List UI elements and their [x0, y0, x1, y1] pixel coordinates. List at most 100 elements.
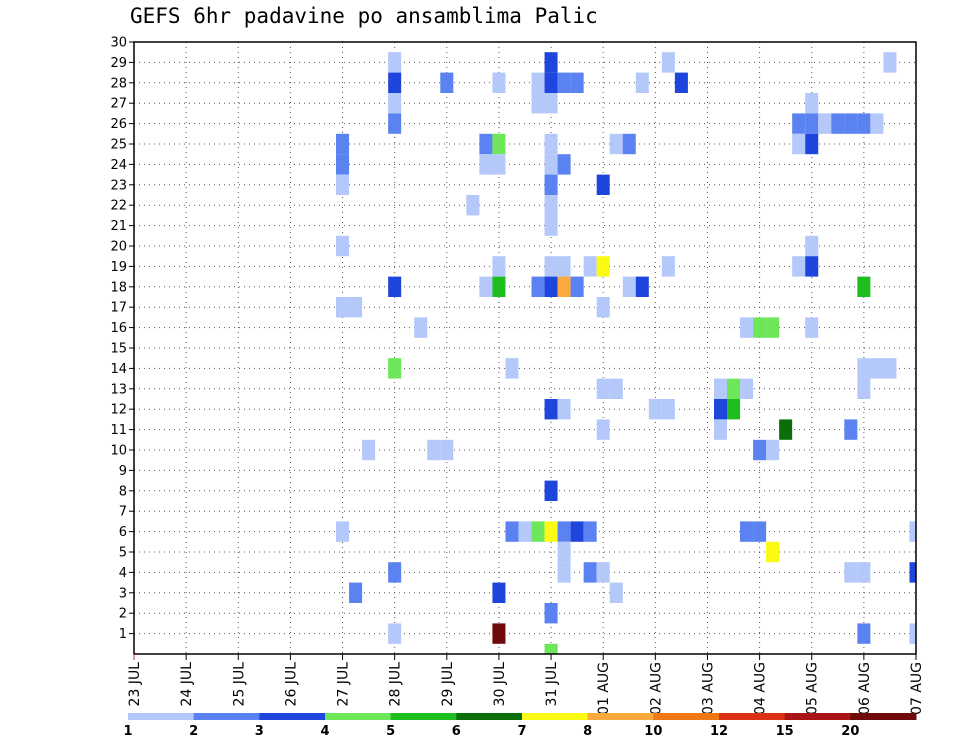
x-tick-label: 27 JUL	[336, 662, 352, 707]
heat-cell	[792, 113, 806, 134]
heat-cell	[479, 276, 493, 297]
x-tick-label: 01 AUG	[596, 662, 612, 715]
legend-label: 10	[644, 724, 662, 739]
x-tick-label: 05 AUG	[805, 662, 821, 715]
y-tick-label: 21	[110, 219, 127, 234]
heat-cell	[857, 623, 871, 644]
legend-swatch	[193, 713, 260, 720]
heat-cell	[805, 317, 819, 338]
heat-cell	[531, 521, 545, 542]
heat-cell	[805, 113, 819, 134]
legend-swatch	[719, 713, 786, 720]
heat-cell	[870, 358, 884, 379]
x-tick-label: 03 AUG	[700, 662, 716, 715]
y-tick-label: 20	[110, 240, 127, 255]
heat-cell	[557, 562, 571, 583]
heat-cell	[505, 358, 519, 379]
y-tick-label: 30	[110, 36, 127, 51]
legend-swatch	[390, 713, 457, 720]
legend-swatch	[653, 713, 720, 720]
legend-label: 5	[386, 724, 395, 739]
legend-swatch	[587, 713, 654, 720]
heat-cell	[857, 113, 871, 134]
heat-cell	[805, 133, 819, 155]
heat-cell	[414, 317, 428, 338]
heat-cell	[531, 72, 545, 93]
x-tick-label: 02 AUG	[648, 662, 664, 715]
heat-cell	[622, 276, 636, 297]
y-tick-label: 1	[119, 627, 127, 642]
heat-cell	[857, 562, 871, 583]
heat-cell	[492, 72, 506, 93]
y-tick-label: 13	[110, 382, 127, 397]
heat-cell	[544, 174, 558, 195]
y-tick-label: 7	[119, 505, 127, 520]
y-tick-label: 8	[119, 484, 127, 499]
legend-swatch	[128, 713, 195, 720]
heat-cell	[388, 562, 402, 583]
x-axis: 23 JUL 24 JUL 25 JUL 26 JUL 27 JUL 28 JUL 29 J…	[127, 654, 925, 715]
legend-label: 12	[710, 724, 728, 739]
heat-cell	[349, 297, 363, 318]
heat-cell	[388, 276, 402, 297]
heat-cell	[648, 399, 662, 420]
heat-cell	[609, 582, 623, 603]
y-tick-label: 9	[119, 464, 127, 479]
heat-cell	[792, 256, 806, 277]
heat-cell	[766, 317, 780, 338]
heat-cell	[336, 154, 350, 175]
heat-cell	[753, 439, 767, 461]
heat-cell	[557, 72, 571, 93]
heat-cell	[766, 541, 780, 563]
heat-cell	[740, 317, 754, 338]
heat-cell	[740, 378, 754, 399]
y-tick-label: 2	[119, 607, 127, 622]
y-tick-label: 18	[110, 280, 127, 295]
legend-label: 3	[255, 724, 264, 739]
y-tick-label: 25	[110, 138, 127, 153]
legend-label: 1	[123, 724, 132, 739]
heat-cell	[909, 562, 916, 583]
x-tick-label: 06 AUG	[857, 662, 873, 715]
heat-cell	[635, 276, 649, 297]
legend-swatch	[522, 713, 589, 720]
heat-cell	[792, 133, 806, 155]
y-tick-label: 3	[119, 586, 127, 601]
legend-swatch	[456, 713, 523, 720]
heat-cell	[844, 419, 858, 440]
y-tick-label: 19	[110, 260, 127, 275]
heat-cell	[336, 133, 350, 155]
y-tick-label: 12	[110, 403, 127, 418]
heat-cell	[857, 276, 871, 297]
heat-cell	[622, 133, 636, 155]
heat-cell	[492, 623, 506, 644]
legend-swatch	[850, 713, 917, 720]
legend-swatch	[325, 713, 392, 720]
heat-cell	[440, 439, 454, 461]
heat-cell	[492, 256, 506, 277]
y-tick-label: 26	[110, 117, 127, 132]
heat-cell	[544, 52, 558, 73]
y-axis: 1234567891011121314151617181920212223242…	[110, 36, 134, 642]
heat-cell	[544, 154, 558, 175]
y-tick-label: 28	[110, 76, 127, 91]
y-tick-label: 6	[119, 525, 127, 540]
heat-cell	[805, 93, 819, 114]
heat-cell	[596, 419, 610, 440]
heat-cell	[336, 235, 350, 257]
legend-label: 2	[189, 724, 198, 739]
heat-cell	[544, 215, 558, 236]
heat-cell	[661, 52, 675, 73]
heat-cell	[596, 378, 610, 399]
y-tick-label: 4	[119, 566, 127, 581]
heat-cell	[740, 521, 754, 542]
heat-cell	[557, 256, 571, 277]
heat-cell	[349, 582, 363, 603]
grid-layer	[134, 42, 916, 654]
heat-cell	[388, 72, 402, 93]
legend-label: 4	[320, 724, 329, 739]
heat-cell	[544, 521, 558, 542]
y-tick-label: 29	[110, 56, 127, 71]
heat-cell	[596, 562, 610, 583]
heat-cell	[544, 72, 558, 93]
